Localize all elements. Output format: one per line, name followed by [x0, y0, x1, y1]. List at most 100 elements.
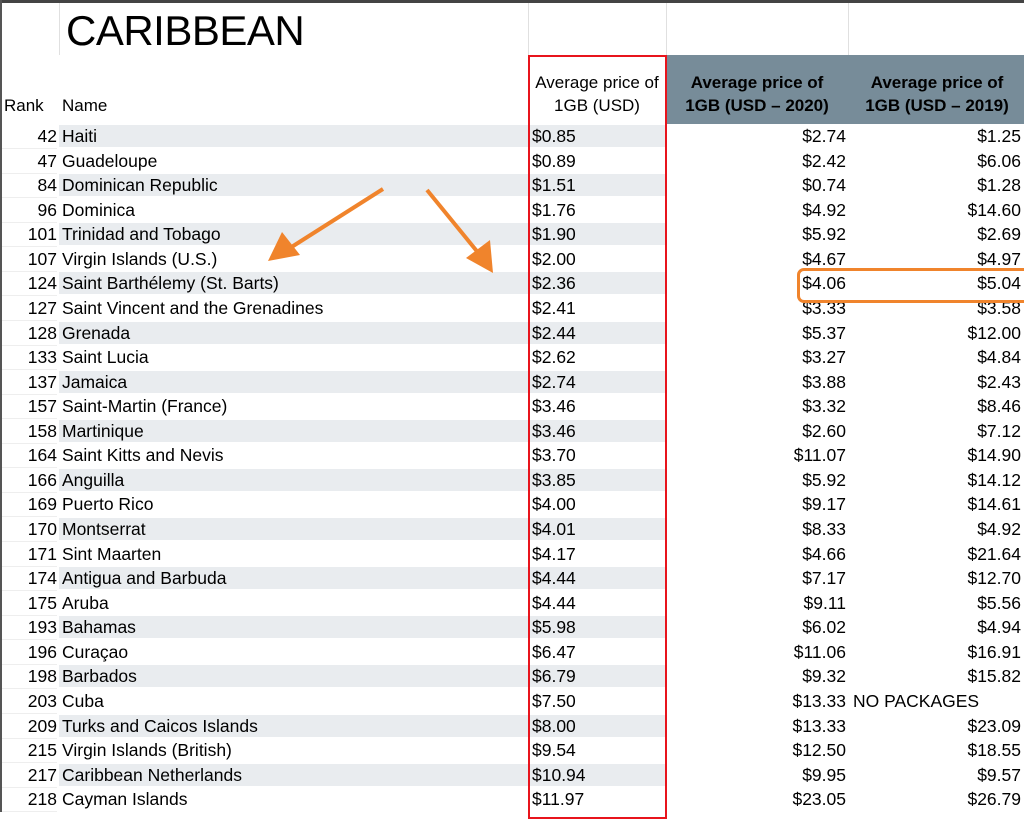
cell-price[interactable]: $4.44 — [532, 592, 576, 613]
cell-rank[interactable]: 107 — [2, 247, 57, 272]
cell-price-2019[interactable]: $18.55 — [967, 740, 1021, 761]
cell-rank[interactable]: 198 — [2, 664, 57, 690]
cell-price-2020[interactable]: $9.32 — [802, 666, 846, 687]
cell-rank[interactable]: 158 — [2, 419, 57, 444]
cell-rank[interactable]: 124 — [2, 271, 57, 297]
cell-price[interactable]: $7.50 — [532, 690, 576, 711]
cell-price[interactable]: $4.01 — [532, 519, 576, 539]
cell-rank[interactable]: 101 — [2, 222, 57, 248]
cell-rank[interactable]: 170 — [2, 517, 57, 542]
cell-price-2020[interactable]: $2.74 — [802, 126, 846, 146]
cell-price-2020[interactable]: $5.37 — [802, 322, 846, 343]
cell-price[interactable]: $0.89 — [532, 150, 576, 171]
cell-rank[interactable]: 209 — [2, 714, 57, 739]
cell-price[interactable]: $5.98 — [532, 617, 576, 638]
cell-name[interactable]: Montserrat — [62, 519, 146, 539]
cell-rank[interactable]: 196 — [2, 640, 57, 665]
cell-price-2019[interactable]: $6.06 — [977, 150, 1021, 171]
cell-rank[interactable]: 169 — [2, 492, 57, 518]
cell-price-2020[interactable]: $9.17 — [802, 494, 846, 515]
cell-rank[interactable]: 157 — [2, 394, 57, 420]
cell-rank[interactable]: 174 — [2, 566, 57, 592]
cell-price[interactable]: $3.46 — [532, 420, 576, 441]
cell-price-2020[interactable]: $3.27 — [802, 347, 846, 368]
cell-rank[interactable]: 193 — [2, 615, 57, 641]
cell-rank[interactable]: 215 — [2, 738, 57, 764]
cell-name[interactable]: Trinidad and Tobago — [62, 224, 221, 245]
header-price-2019[interactable]: Average price of 1GB (USD – 2019) — [848, 55, 1024, 124]
cell-price-2019[interactable]: $14.61 — [967, 494, 1021, 515]
cell-rank[interactable]: 203 — [2, 689, 57, 714]
header-price[interactable]: Average price of 1GB (USD) — [535, 73, 659, 115]
cell-rank[interactable]: 175 — [2, 591, 57, 616]
cell-price[interactable]: $8.00 — [532, 715, 576, 736]
cell-price-2020[interactable]: $7.17 — [802, 568, 846, 589]
cell-price-2019[interactable]: $1.25 — [977, 126, 1021, 146]
cell-price-2019[interactable]: $14.12 — [967, 469, 1021, 490]
cell-rank[interactable]: 84 — [2, 173, 57, 199]
cell-price-2019[interactable]: $9.57 — [977, 764, 1021, 785]
cell-price[interactable]: $2.62 — [532, 347, 576, 368]
cell-price-2019[interactable]: $8.46 — [977, 396, 1021, 417]
cell-name[interactable]: Grenada — [62, 322, 131, 343]
cell-price-2019[interactable]: $12.00 — [967, 322, 1021, 343]
cell-name[interactable]: Aruba — [62, 592, 109, 613]
cell-price[interactable]: $1.90 — [532, 224, 576, 245]
cell-name[interactable]: Saint Lucia — [62, 347, 149, 368]
cell-price-2020[interactable]: $11.06 — [793, 641, 846, 662]
cell-name[interactable]: Haiti — [62, 126, 98, 146]
cell-price-2019[interactable]: $26.79 — [967, 789, 1021, 810]
cell-name[interactable]: Curaçao — [62, 641, 129, 662]
cell-name[interactable]: Barbados — [62, 666, 137, 687]
cell-name[interactable]: Guadeloupe — [62, 150, 158, 171]
cell-price-2020[interactable]: $4.92 — [802, 199, 846, 220]
cell-price-2020[interactable]: $5.92 — [802, 469, 846, 490]
cell-price-2020[interactable]: $12.50 — [792, 740, 846, 761]
cell-name[interactable]: Virgin Islands (U.S.) — [62, 248, 218, 269]
cell-price-2020[interactable]: $4.66 — [802, 543, 846, 564]
cell-price[interactable]: $4.00 — [532, 494, 576, 515]
cell-price-2020[interactable]: $6.02 — [802, 617, 846, 638]
cell-price[interactable]: $2.41 — [532, 297, 576, 318]
cell-price[interactable]: $10.94 — [532, 764, 586, 785]
cell-price[interactable]: $2.44 — [532, 322, 576, 343]
cell-price-2019[interactable]: $4.97 — [977, 248, 1021, 269]
cell-price[interactable]: $3.70 — [532, 445, 576, 466]
cell-price[interactable]: $4.44 — [532, 568, 576, 589]
cell-price-2019[interactable]: $1.28 — [977, 175, 1021, 196]
cell-price[interactable]: $3.46 — [532, 396, 576, 417]
cell-name[interactable]: Cuba — [62, 690, 104, 711]
cell-price-2019[interactable]: $5.56 — [977, 592, 1021, 613]
cell-price-2019[interactable]: $2.43 — [977, 371, 1021, 392]
cell-rank[interactable]: 96 — [2, 198, 57, 223]
cell-name[interactable]: Sint Maarten — [62, 543, 162, 564]
cell-price-2019[interactable]: $14.90 — [967, 445, 1021, 466]
cell-price-2019[interactable]: $4.92 — [977, 519, 1021, 539]
cell-price-2019[interactable]: $5.04 — [977, 273, 1021, 294]
cell-rank[interactable]: 171 — [2, 542, 57, 567]
cell-price-2020[interactable]: $13.33 — [792, 690, 846, 711]
cell-price-2020[interactable]: $0.74 — [802, 175, 846, 196]
cell-rank[interactable]: 166 — [2, 468, 57, 493]
cell-price-2020[interactable]: $5.92 — [802, 224, 846, 245]
cell-price-2020[interactable]: $4.67 — [802, 248, 846, 269]
cell-price-2019[interactable]: $14.60 — [967, 199, 1021, 220]
cell-price-2020[interactable]: $23.05 — [792, 789, 846, 810]
cell-rank[interactable]: 47 — [2, 149, 57, 174]
cell-price[interactable]: $11.97 — [532, 789, 585, 810]
cell-name[interactable]: Cayman Islands — [62, 789, 188, 810]
cell-price[interactable]: $1.76 — [532, 199, 576, 220]
cell-price[interactable]: $2.74 — [532, 371, 576, 392]
cell-price-2020[interactable]: $13.33 — [792, 715, 846, 736]
cell-name[interactable]: Virgin Islands (British) — [62, 740, 232, 761]
cell-name[interactable]: Jamaica — [62, 371, 128, 392]
cell-name[interactable]: Saint-Martin (France) — [62, 396, 228, 417]
cell-rank[interactable]: 127 — [2, 296, 57, 321]
cell-rank[interactable]: 128 — [2, 321, 57, 346]
cell-price-2020[interactable]: $2.60 — [802, 420, 846, 441]
header-price-2020[interactable]: Average price of 1GB (USD – 2020) — [666, 55, 848, 124]
cell-rank[interactable]: 133 — [2, 345, 57, 371]
cell-price-2019[interactable]: $15.82 — [967, 666, 1021, 687]
cell-name[interactable]: Dominican Republic — [62, 175, 218, 196]
cell-name[interactable]: Dominica — [62, 199, 135, 220]
